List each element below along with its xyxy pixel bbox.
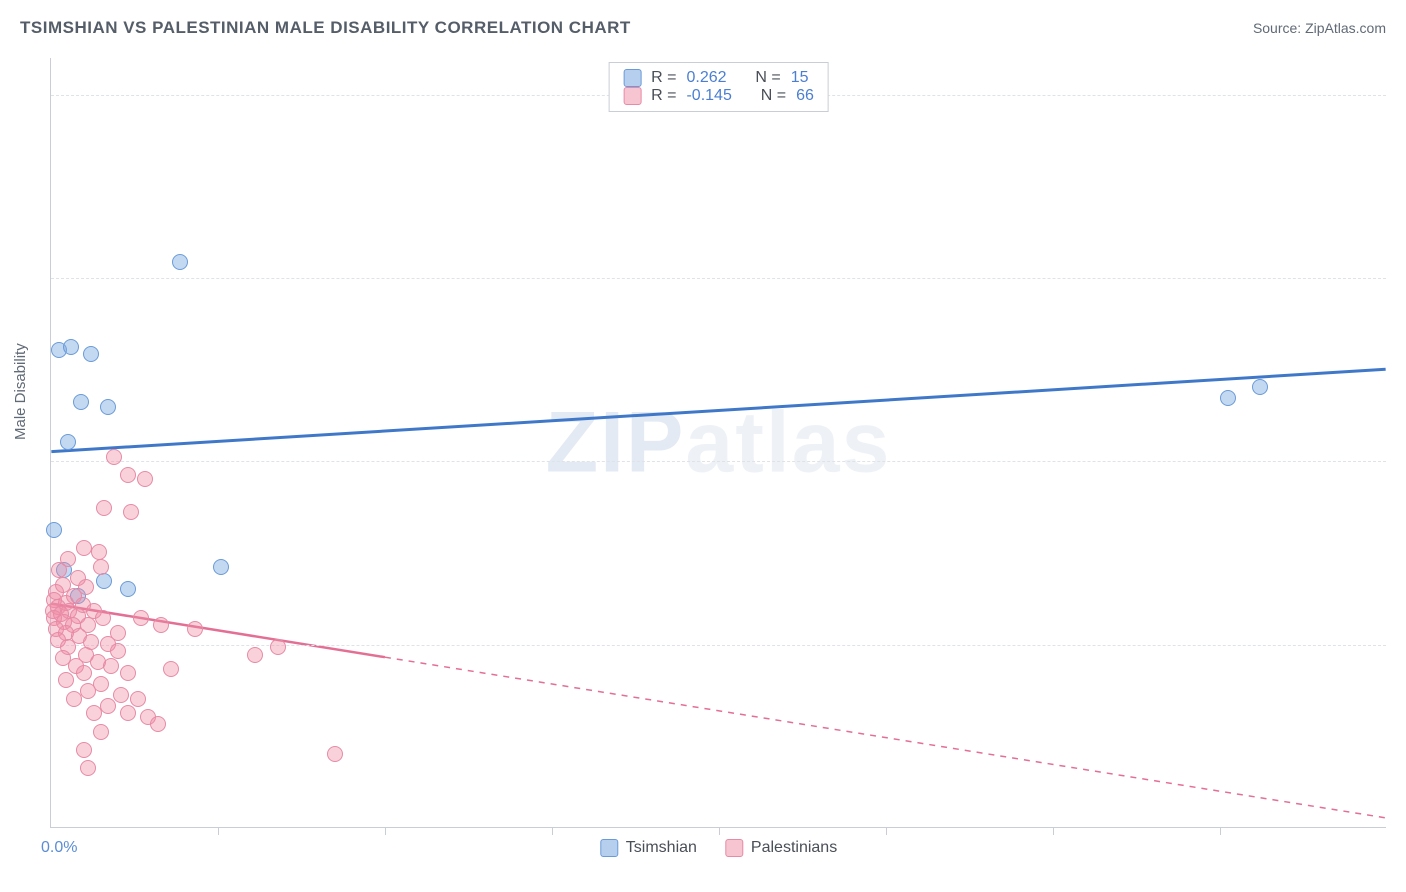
data-point (172, 254, 188, 270)
trend-lines (51, 58, 1386, 827)
data-point (247, 647, 263, 663)
data-point (76, 540, 92, 556)
legend-swatch (623, 87, 641, 105)
chart-plot-area: ZIPatlas 10.0%20.0%30.0%40.0%0.0%80.0%R … (50, 58, 1386, 828)
data-point (83, 346, 99, 362)
data-point (110, 643, 126, 659)
data-point (120, 581, 136, 597)
data-point (133, 610, 149, 626)
watermark: ZIPatlas (546, 393, 892, 492)
data-point (150, 716, 166, 732)
data-point (76, 665, 92, 681)
x-tick (1220, 827, 1221, 835)
legend-swatch (623, 69, 641, 87)
y-tick-label: 20.0% (1396, 452, 1406, 470)
data-point (93, 724, 109, 740)
legend-row: R =-0.145 N =66 (623, 87, 814, 105)
x-tick (719, 827, 720, 835)
legend-swatch (600, 839, 618, 857)
x-min-label: 0.0% (41, 839, 77, 857)
data-point (91, 544, 107, 560)
data-point (103, 658, 119, 674)
data-point (163, 661, 179, 677)
data-point (137, 471, 153, 487)
x-tick (218, 827, 219, 835)
data-point (63, 339, 79, 355)
x-tick (1053, 827, 1054, 835)
data-point (270, 639, 286, 655)
data-point (106, 449, 122, 465)
data-point (1220, 390, 1236, 406)
x-tick (552, 827, 553, 835)
data-point (327, 746, 343, 762)
legend-correlation: R =0.262 N =15R =-0.145 N =66 (608, 62, 829, 112)
data-point (96, 573, 112, 589)
data-point (80, 760, 96, 776)
data-point (153, 617, 169, 633)
legend-label: Tsimshian (626, 839, 697, 857)
data-point (187, 621, 203, 637)
data-point (51, 562, 67, 578)
legend-item: Tsimshian (600, 839, 697, 857)
data-point (120, 705, 136, 721)
source-label: Source: ZipAtlas.com (1253, 20, 1386, 36)
gridline (51, 461, 1386, 462)
x-tick (886, 827, 887, 835)
y-tick-label: 40.0% (1396, 86, 1406, 104)
y-tick-label: 30.0% (1396, 269, 1406, 287)
data-point (1252, 379, 1268, 395)
data-point (93, 559, 109, 575)
data-point (110, 625, 126, 641)
gridline (51, 278, 1386, 279)
chart-title: TSIMSHIAN VS PALESTINIAN MALE DISABILITY… (20, 18, 631, 38)
legend-swatch (725, 839, 743, 857)
data-point (100, 399, 116, 415)
data-point (123, 504, 139, 520)
data-point (120, 665, 136, 681)
legend-row: R =0.262 N =15 (623, 69, 814, 87)
data-point (60, 434, 76, 450)
data-point (113, 687, 129, 703)
header: TSIMSHIAN VS PALESTINIAN MALE DISABILITY… (20, 18, 1386, 38)
y-axis-label: Male Disability (12, 343, 29, 440)
data-point (95, 610, 111, 626)
data-point (66, 691, 82, 707)
data-point (96, 500, 112, 516)
x-tick (385, 827, 386, 835)
legend-series: Tsimshian Palestinians (600, 839, 837, 857)
legend-label: Palestinians (751, 839, 837, 857)
legend-item: Palestinians (725, 839, 837, 857)
data-point (86, 705, 102, 721)
gridline (51, 645, 1386, 646)
y-tick-label: 10.0% (1396, 636, 1406, 654)
data-point (46, 522, 62, 538)
data-point (120, 467, 136, 483)
data-point (76, 742, 92, 758)
data-point (213, 559, 229, 575)
data-point (130, 691, 146, 707)
data-point (73, 394, 89, 410)
data-point (58, 672, 74, 688)
